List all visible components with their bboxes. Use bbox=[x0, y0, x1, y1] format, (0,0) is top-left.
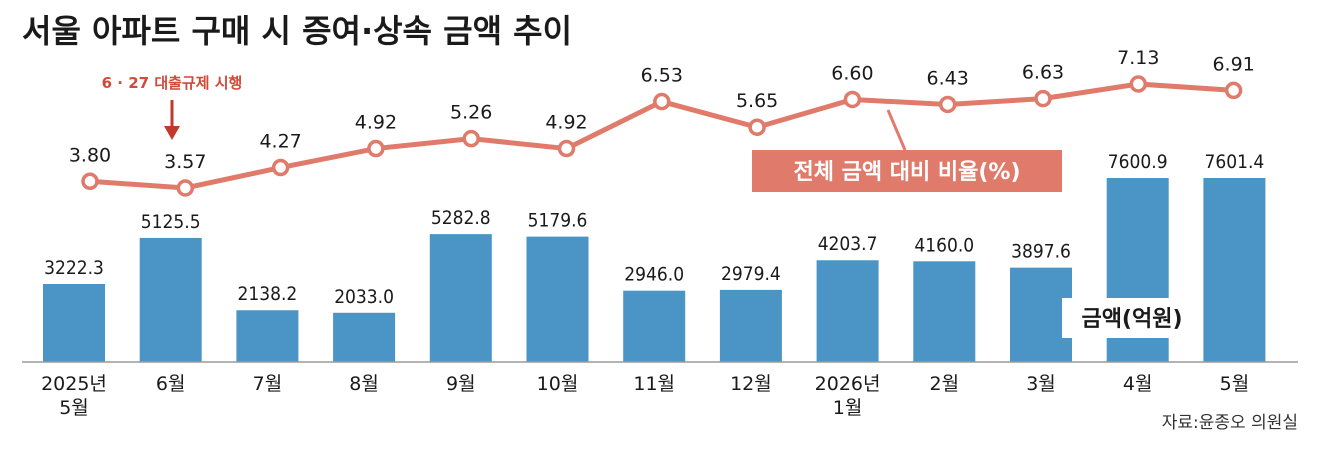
ratio-value-label-2: 4.27 bbox=[259, 131, 301, 153]
ratio-point-6 bbox=[653, 92, 671, 111]
bar-value-label-9: 4160.0 bbox=[914, 234, 974, 256]
x-tick-label-1: 6월 bbox=[156, 373, 186, 395]
x-tick-label-6: 11월 bbox=[633, 373, 675, 395]
bar-1 bbox=[139, 237, 202, 362]
bar-9 bbox=[913, 261, 976, 362]
line-series: 3.80 3.57 4.27 4.92 5.26 4.92 6.53 5.65 6.60 6.43… bbox=[69, 47, 1255, 197]
ratio-point-3 bbox=[367, 139, 385, 158]
chart-title: 서울 아파트 구매 시 증여·상속 금액 추이 bbox=[22, 12, 572, 50]
bar-2 bbox=[236, 310, 299, 362]
line-legend-leader bbox=[886, 109, 907, 151]
bar-value-label-2: 2138.2 bbox=[238, 283, 298, 305]
bar-value-label-8: 4203.7 bbox=[818, 233, 878, 255]
bar-6 bbox=[623, 290, 686, 362]
bar-series: 3222.3 5125.5 2138.2 2033.0 5282.8 5179.6 2946… bbox=[43, 151, 1266, 362]
bar-10 bbox=[1010, 267, 1072, 362]
x-tick-label-10: 3월 bbox=[1026, 373, 1056, 395]
ratio-point-11 bbox=[1129, 75, 1148, 93]
ratio-value-label-6: 6.53 bbox=[641, 65, 683, 87]
ratio-value-label-10: 6.63 bbox=[1022, 62, 1064, 84]
bar-value-label-6: 2946.0 bbox=[624, 264, 684, 286]
bar-value-label-11: 7600.9 bbox=[1108, 151, 1168, 173]
bar-value-label-5: 5179.6 bbox=[528, 210, 588, 232]
ratio-point-8 bbox=[843, 90, 862, 109]
bar-4 bbox=[429, 234, 492, 362]
line-legend-box bbox=[752, 150, 1062, 192]
x-tick-label-12: 5월 bbox=[1220, 373, 1250, 395]
bar-value-label-1: 5125.5 bbox=[141, 211, 201, 233]
annotation-arrow bbox=[164, 100, 180, 140]
source-note: 자료:윤종오 의원실 bbox=[1162, 413, 1298, 433]
ratio-value-label-4: 5.26 bbox=[450, 102, 492, 124]
ratio-value-label-1: 3.57 bbox=[164, 151, 206, 173]
ratio-value-label-12: 6.91 bbox=[1212, 53, 1254, 75]
ratio-value-label-7: 5.65 bbox=[736, 90, 778, 112]
ratio-point-7 bbox=[748, 118, 766, 136]
ratio-value-label-3: 4.92 bbox=[355, 112, 397, 134]
ratio-point-12 bbox=[1224, 81, 1243, 100]
ratio-point-4 bbox=[462, 129, 480, 148]
x-axis-ticks: 2025년 5월 6월 7월 8월 9월 10월 11월 12월 2026년 1월 2월 3월 4월 5월 bbox=[41, 373, 1249, 419]
line-legend-label: 전체 금액 대비 비율(%) bbox=[793, 160, 1020, 185]
bar-0 bbox=[43, 284, 105, 362]
ratio-point-0 bbox=[81, 172, 99, 191]
ratio-value-label-0: 3.80 bbox=[69, 144, 111, 166]
bar-legend-box bbox=[1062, 298, 1202, 338]
ratio-point-9 bbox=[938, 95, 957, 114]
x-tick-label-4: 9월 bbox=[446, 373, 476, 395]
ratio-value-label-11: 7.13 bbox=[1117, 47, 1159, 69]
bar-8 bbox=[816, 260, 879, 362]
bar-7 bbox=[719, 289, 782, 362]
x-tick-label-2: 7월 bbox=[253, 373, 283, 395]
x-tick-label-8: 2026년 1월 bbox=[815, 373, 881, 419]
bar-value-label-10: 3897.6 bbox=[1011, 241, 1071, 263]
x-tick-label-11: 4월 bbox=[1123, 373, 1153, 395]
x-tick-label-9: 2월 bbox=[930, 373, 960, 395]
bar-5 bbox=[526, 236, 589, 362]
bar-3 bbox=[333, 312, 396, 362]
bar-12 bbox=[1203, 178, 1266, 362]
ratio-point-1 bbox=[176, 179, 195, 197]
x-tick-label-5: 10월 bbox=[537, 373, 579, 395]
ratio-point-2 bbox=[271, 158, 290, 177]
x-tick-label-0: 2025년 5월 bbox=[41, 373, 107, 419]
bar-value-label-12: 7601.4 bbox=[1205, 151, 1265, 173]
bar-legend-label: 금액(억원) bbox=[1081, 307, 1182, 332]
policy-annotation: 6 · 27 대출규제 시행 bbox=[102, 74, 243, 92]
x-tick-label-7: 12월 bbox=[730, 373, 772, 395]
ratio-value-label-9: 6.43 bbox=[927, 67, 969, 89]
ratio-point-5 bbox=[557, 139, 576, 158]
ratio-value-label-5: 4.92 bbox=[545, 112, 587, 134]
bar-value-label-0: 3222.3 bbox=[44, 257, 104, 279]
bar-value-label-3: 2033.0 bbox=[334, 286, 394, 308]
ratio-point-10 bbox=[1034, 89, 1052, 108]
bar-value-label-4: 5282.8 bbox=[431, 207, 491, 229]
x-tick-label-3: 8월 bbox=[349, 373, 379, 395]
ratio-value-label-8: 6.60 bbox=[831, 62, 873, 84]
bar-value-label-7: 2979.4 bbox=[721, 263, 781, 285]
